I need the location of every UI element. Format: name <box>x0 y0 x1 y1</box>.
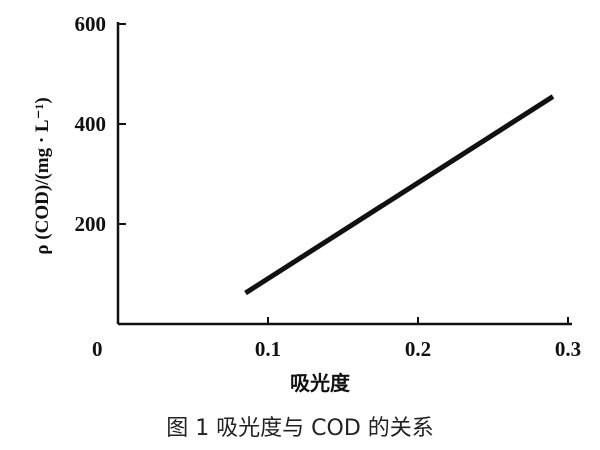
chart: 0.1 0.2 0.3 200 400 600 0 吸光度 ρ (COD)/(mg · L… <box>32 12 582 395</box>
series-layer <box>244 94 555 296</box>
y-tick-label-2: 600 <box>75 12 107 36</box>
x-tick-label-2: 0.3 <box>555 337 581 361</box>
x-tick-label-1: 0.2 <box>405 337 431 361</box>
x-axis-title: 吸光度 <box>290 371 351 395</box>
figure-caption: 图 1 吸光度与 COD 的关系 <box>166 416 434 441</box>
plot-area: 0.1 0.2 0.3 200 400 600 <box>75 12 582 361</box>
tick-labels: 0.1 0.2 0.3 200 400 600 <box>75 12 582 361</box>
ticks <box>118 23 569 324</box>
origin-label: 0 <box>92 337 103 361</box>
y-tick-label-0: 200 <box>75 212 107 236</box>
x-tick-label-0: 0.1 <box>255 337 281 361</box>
y-tick-label-1: 400 <box>75 112 107 136</box>
series-line-0 <box>244 94 555 296</box>
y-axis-title: ρ (COD)/(mg · L⁻¹) <box>32 97 53 254</box>
